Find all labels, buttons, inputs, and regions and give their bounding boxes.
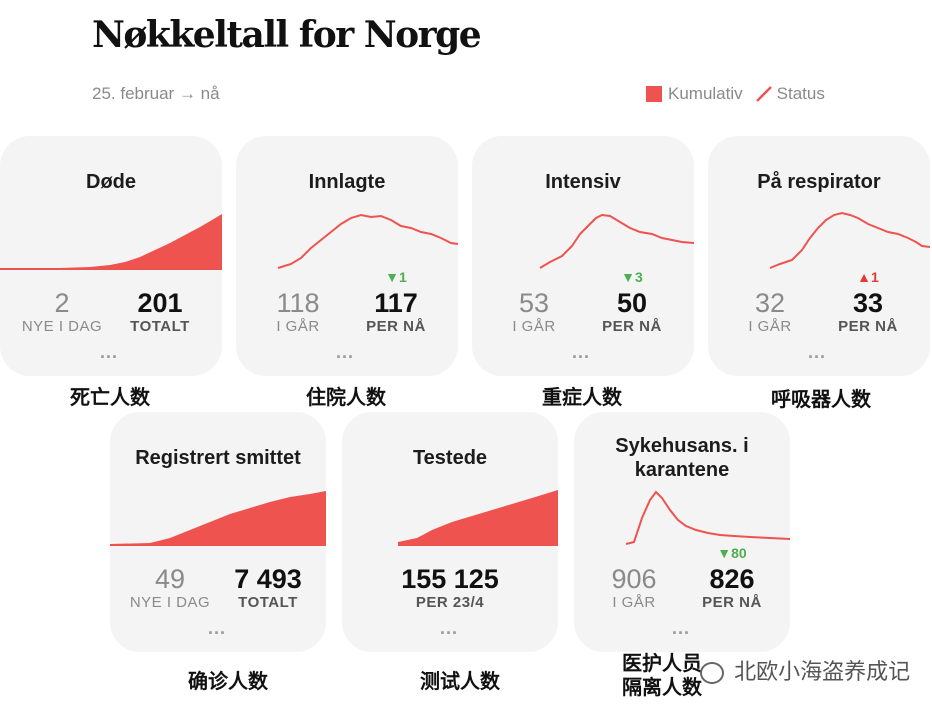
intensive-now: 50 PER NÅ	[590, 288, 674, 336]
hospitalized-line-chart	[277, 213, 458, 269]
date-range: 25. februar → nå	[92, 84, 220, 103]
label: I GÅR	[276, 318, 320, 335]
caption-hospitalized: 住院人数	[306, 387, 386, 409]
card-respirator[interactable]: På respirator ▲1 32 I GÅR 33 PER NÅ ...	[708, 136, 930, 376]
label: I GÅR	[612, 594, 656, 611]
card-sykehusans-karantene[interactable]: Sykehusans. i karantene ▼80 906 I GÅR 82…	[574, 412, 790, 652]
card-intensiv[interactable]: Intensiv ▼3 53 I GÅR 50 PER NÅ ...	[472, 136, 694, 376]
caption-quarantine: 医护人员 隔离人数	[622, 653, 702, 699]
hospitalized-now: 117 PER NÅ	[354, 288, 438, 336]
value: 117	[374, 288, 418, 318]
label: NYE I DAG	[21, 318, 103, 335]
wechat-icon	[700, 662, 724, 685]
card-title: Sykehusans. i karantene	[615, 435, 749, 481]
value: 906	[611, 564, 657, 594]
card-registrert-smittet[interactable]: Registrert smittet 49 NYE I DAG 7 493 TO…	[110, 412, 326, 652]
intensive-yesterday: 53 I GÅR	[494, 288, 574, 336]
card-title: Registrert smittet	[135, 447, 301, 469]
tested-total: 155 125 PER 23/4	[370, 564, 530, 612]
watermark: 北欧小海盗养成记	[700, 654, 910, 686]
label: I GÅR	[512, 318, 556, 335]
label: PER 23/4	[415, 594, 485, 611]
caption-respirator: 呼吸器人数	[771, 389, 871, 411]
change-value: 1	[399, 269, 407, 285]
value: 7 493	[234, 564, 302, 594]
value: 826	[709, 564, 755, 594]
infected-area-chart	[110, 491, 326, 546]
caption-tested: 测试人数	[420, 671, 500, 693]
legend-cumulative-label: Kumulativ	[668, 84, 743, 103]
respirator-yesterday: 32 I GÅR	[730, 288, 810, 336]
respirator-now: 33 PER NÅ	[826, 288, 910, 336]
label: TOTALT	[238, 594, 298, 611]
quarantine-line-chart	[625, 490, 790, 545]
deaths-area-chart	[0, 214, 222, 270]
deaths-new-today: 2 NYE I DAG	[14, 288, 110, 336]
status-line-icon	[755, 86, 772, 102]
legend: Kumulativ Status	[646, 84, 825, 104]
value: 53	[518, 288, 550, 318]
value: 2	[54, 288, 70, 318]
value: 33	[852, 288, 884, 318]
quarantine-now: 826 PER NÅ	[690, 564, 774, 612]
more-options-button[interactable]: ...	[100, 342, 119, 362]
label: TOTALT	[130, 318, 190, 335]
more-options-button[interactable]: ...	[808, 342, 827, 362]
label: PER NÅ	[838, 318, 898, 335]
card-title: Intensiv	[545, 171, 621, 193]
value: 32	[754, 288, 786, 318]
deaths-total: 201 TOTALT	[112, 288, 208, 336]
label: NYE I DAG	[129, 594, 211, 611]
change-value: 3	[635, 269, 643, 285]
card-title: På respirator	[757, 171, 881, 193]
more-options-button[interactable]: ...	[336, 342, 355, 362]
value: 118	[276, 288, 320, 318]
quarantine-change: ▼80	[717, 545, 747, 561]
hospitalized-change: ▼1	[385, 269, 407, 285]
caption-intensive: 重症人数	[542, 387, 622, 409]
intensive-change: ▼3	[621, 269, 643, 285]
change-value: 1	[871, 269, 879, 285]
watermark-text: 北欧小海盗养成记	[734, 659, 911, 684]
intensive-line-chart	[539, 213, 694, 269]
label: I GÅR	[748, 318, 792, 335]
legend-status-label: Status	[776, 84, 825, 103]
respirator-change: ▲1	[857, 269, 879, 285]
label: PER NÅ	[702, 594, 762, 611]
tested-area-chart	[398, 490, 558, 546]
value: 155 125	[401, 564, 499, 594]
more-options-button[interactable]: ...	[440, 618, 459, 638]
card-dode[interactable]: Døde 2 NYE I DAG 201 TOTALT ...	[0, 136, 222, 376]
more-options-button[interactable]: ...	[672, 618, 691, 638]
card-title: Testede	[412, 447, 488, 469]
caption-deaths: 死亡人数	[70, 387, 150, 409]
more-options-button[interactable]: ...	[208, 618, 227, 638]
infected-total: 7 493 TOTALT	[218, 564, 318, 612]
hospitalized-yesterday: 118 I GÅR	[258, 288, 338, 336]
card-title: Døde	[86, 171, 136, 193]
card-testede[interactable]: Testede 155 125 PER 23/4 ...	[342, 412, 558, 652]
cumulative-swatch	[646, 86, 662, 102]
label: PER NÅ	[602, 318, 662, 335]
value: 50	[616, 288, 648, 318]
card-title: Innlagte	[308, 171, 386, 193]
quarantine-yesterday: 906 I GÅR	[594, 564, 674, 612]
label: PER NÅ	[366, 318, 426, 335]
change-value: 80	[731, 545, 747, 561]
caption-infected: 确诊人数	[188, 671, 268, 693]
infected-new-today: 49 NYE I DAG	[124, 564, 216, 612]
card-innlagte[interactable]: Innlagte ▼1 118 I GÅR 117 PER NÅ ...	[236, 136, 458, 376]
page-title: Nøkkeltall for Norge	[92, 14, 482, 56]
value: 49	[154, 564, 186, 594]
value: 201	[137, 288, 183, 318]
respirator-line-chart	[769, 211, 930, 269]
more-options-button[interactable]: ...	[572, 342, 591, 362]
